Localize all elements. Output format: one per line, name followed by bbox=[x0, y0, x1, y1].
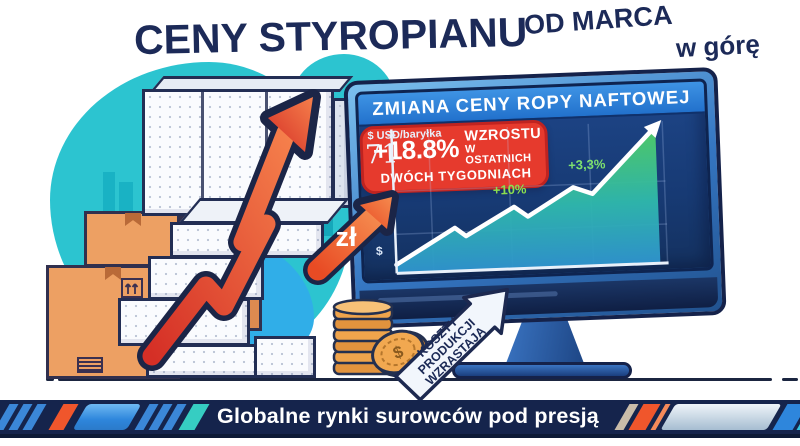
chart-line-arrowhead-icon bbox=[643, 119, 662, 138]
zloty-label: zł bbox=[335, 222, 357, 252]
oil-price-line-chart: +10% +3,3% bbox=[387, 119, 669, 275]
ground-line-dash bbox=[782, 378, 798, 381]
banner-stripe-silver bbox=[660, 404, 782, 430]
headline-sub-line1: OD MARCA bbox=[523, 0, 674, 41]
headline-main: CENY STYROPIANU bbox=[133, 8, 528, 64]
monitor-stand-base bbox=[452, 362, 632, 379]
annotation-plus33: +3,3% bbox=[568, 156, 606, 172]
box-flap-notch bbox=[125, 213, 141, 226]
headline-sub-line2: w górę bbox=[675, 28, 761, 64]
ticker-text: Globalne rynki surowców pod presją bbox=[217, 404, 599, 428]
box-flap-notch bbox=[105, 267, 121, 280]
annotation-plus10: +10% bbox=[493, 181, 528, 197]
production-costs-arrow: KOSZTY PRODUKCJI WZRASTAJĄ bbox=[394, 287, 510, 402]
banner-stripe-big-blue bbox=[72, 404, 142, 430]
zloty-price-arrow: zł bbox=[303, 190, 399, 285]
x-axis-line bbox=[396, 261, 669, 275]
box-up-arrows-icon bbox=[121, 278, 143, 298]
chart-area-fill bbox=[396, 126, 661, 274]
big-red-growth-arrow bbox=[137, 89, 321, 371]
box-lines-icon bbox=[77, 357, 103, 373]
ground-line-dash bbox=[46, 378, 54, 381]
styrofoam-seam bbox=[201, 92, 204, 213]
building-silhouette bbox=[103, 172, 115, 218]
building-silhouette bbox=[119, 182, 133, 219]
chart-line bbox=[394, 124, 658, 268]
news-ticker-banner: Globalne rynki surowców pod presją bbox=[0, 400, 800, 438]
styrofoam-sheet-small bbox=[254, 336, 316, 378]
monitor-stand-neck bbox=[505, 320, 585, 366]
